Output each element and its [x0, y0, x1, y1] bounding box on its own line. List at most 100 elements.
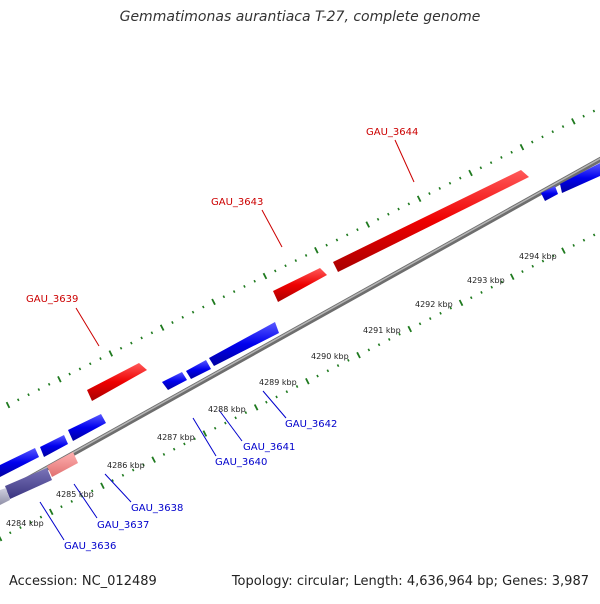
tick-label: 4287 kbp: [157, 433, 195, 442]
gene-arrow-gau-3636[interactable]: [5, 468, 52, 499]
gene-arrow-gau-3641[interactable]: [186, 360, 211, 379]
minor-tick: [449, 306, 453, 310]
gene-arrow-gau-3638[interactable]: [68, 414, 106, 441]
minor-tick: [99, 357, 102, 361]
minor-tick: [202, 305, 205, 309]
minor-tick: [19, 526, 22, 529]
gene-arrow-gau-3638b[interactable]: [40, 435, 68, 457]
forward-strand-genes: [87, 170, 529, 401]
minor-tick: [172, 447, 176, 451]
genome-summary: Topology: circular; Length: 4,636,964 bp…: [231, 574, 589, 589]
minor-tick: [335, 238, 339, 242]
minor-tick: [479, 166, 483, 170]
gene-arrow-gau-3644[interactable]: [333, 170, 529, 272]
backbone: [0, 156, 600, 498]
gene-label[interactable]: GAU_3644: [366, 127, 418, 138]
tick-label: 4294 kbp: [519, 252, 557, 261]
minor-tick: [37, 388, 41, 391]
minor-tick: [500, 280, 504, 284]
minor-tick: [572, 243, 575, 247]
minor-tick: [510, 150, 513, 154]
minor-tick: [345, 233, 349, 237]
minor-tick: [387, 212, 390, 216]
minor-tick: [438, 186, 442, 190]
minor-tick: [407, 202, 411, 206]
gene-arrow-gau-3637-pink[interactable]: [47, 452, 78, 477]
gene-arrow-gau-3645[interactable]: [560, 163, 600, 193]
major-tick: [151, 456, 156, 463]
minor-tick: [275, 395, 278, 399]
major-tick: [108, 350, 114, 357]
major-tick: [468, 169, 473, 177]
minor-tick: [592, 109, 596, 113]
gene-arrow-gau-3637[interactable]: [0, 448, 39, 477]
gene-label[interactable]: GAU_3642: [285, 419, 337, 430]
minor-tick: [592, 233, 596, 237]
major-tick: [57, 376, 62, 383]
minor-tick: [191, 310, 195, 314]
minor-tick: [418, 322, 422, 326]
leader-lines: [39, 139, 415, 541]
tick-label: 4292 kbp: [415, 300, 453, 309]
gene-arrow-gau-3645b[interactable]: [541, 186, 558, 201]
minor-tick: [150, 331, 154, 335]
minor-tick: [232, 290, 236, 293]
gene-label[interactable]: GAU_3637: [97, 520, 149, 531]
tick-label: 4291 kbp: [363, 326, 401, 335]
tick-label: 4290 kbp: [311, 352, 349, 361]
minor-tick: [47, 382, 51, 386]
major-tick: [202, 430, 208, 437]
gene-label[interactable]: GAU_3636: [64, 541, 116, 552]
tick-label: 4288 kbp: [208, 405, 246, 414]
minor-tick: [582, 114, 585, 118]
topology-label: Topology:: [231, 574, 293, 589]
gene-arrow-gau-3642[interactable]: [209, 322, 279, 366]
length-label: Length:: [353, 574, 403, 589]
minor-tick: [284, 264, 287, 268]
gene-arrow-gau-3639[interactable]: [87, 363, 147, 401]
minor-tick: [397, 207, 400, 211]
gene-arrow-gau-3636-grey[interactable]: [0, 488, 10, 505]
topology-value: circular: [296, 574, 345, 589]
minor-tick: [500, 156, 503, 159]
minor-tick: [490, 285, 494, 289]
minor-tick: [304, 254, 308, 257]
minor-tick: [336, 364, 340, 368]
minor-tick: [244, 411, 248, 415]
minor-tick: [325, 243, 328, 247]
genes-label: Genes:: [502, 574, 548, 589]
tick-label: 4286 kbp: [107, 461, 145, 470]
gene-arrow-gau-3643[interactable]: [273, 268, 327, 302]
minor-tick: [367, 348, 371, 352]
major-tick: [48, 508, 54, 516]
accession-value: NC_012489: [81, 574, 157, 589]
minor-tick: [78, 367, 82, 371]
gene-label[interactable]: GAU_3639: [26, 294, 78, 305]
minor-tick: [29, 520, 33, 524]
gene-label[interactable]: GAU_3643: [211, 197, 263, 208]
scale-labels: 4284 kbp 4285 kbp 4286 kbp 4287 kbp 4288…: [6, 252, 557, 528]
minor-tick: [398, 332, 401, 336]
minor-tick: [530, 140, 534, 144]
minor-tick: [347, 358, 350, 362]
tick-label: 4284 kbp: [6, 519, 44, 528]
major-tick: [509, 273, 515, 281]
minor-tick: [8, 531, 12, 535]
minor-tick: [119, 346, 123, 350]
accession-info: Accession: NC_012489: [9, 574, 157, 589]
gene-arrow-gau-3640[interactable]: [162, 372, 187, 390]
minor-tick: [541, 259, 545, 263]
major-tick: [305, 377, 310, 385]
minor-tick: [213, 426, 217, 430]
inner-tick-row: [0, 233, 596, 542]
gene-label[interactable]: GAU_3640: [215, 457, 267, 468]
gene-label[interactable]: GAU_3641: [243, 442, 295, 453]
major-tick: [0, 536, 3, 542]
minor-tick: [131, 468, 135, 472]
gene-label[interactable]: GAU_3638: [131, 503, 183, 514]
minor-tick: [551, 254, 555, 258]
minor-tick: [551, 130, 555, 134]
minor-tick: [142, 463, 145, 467]
